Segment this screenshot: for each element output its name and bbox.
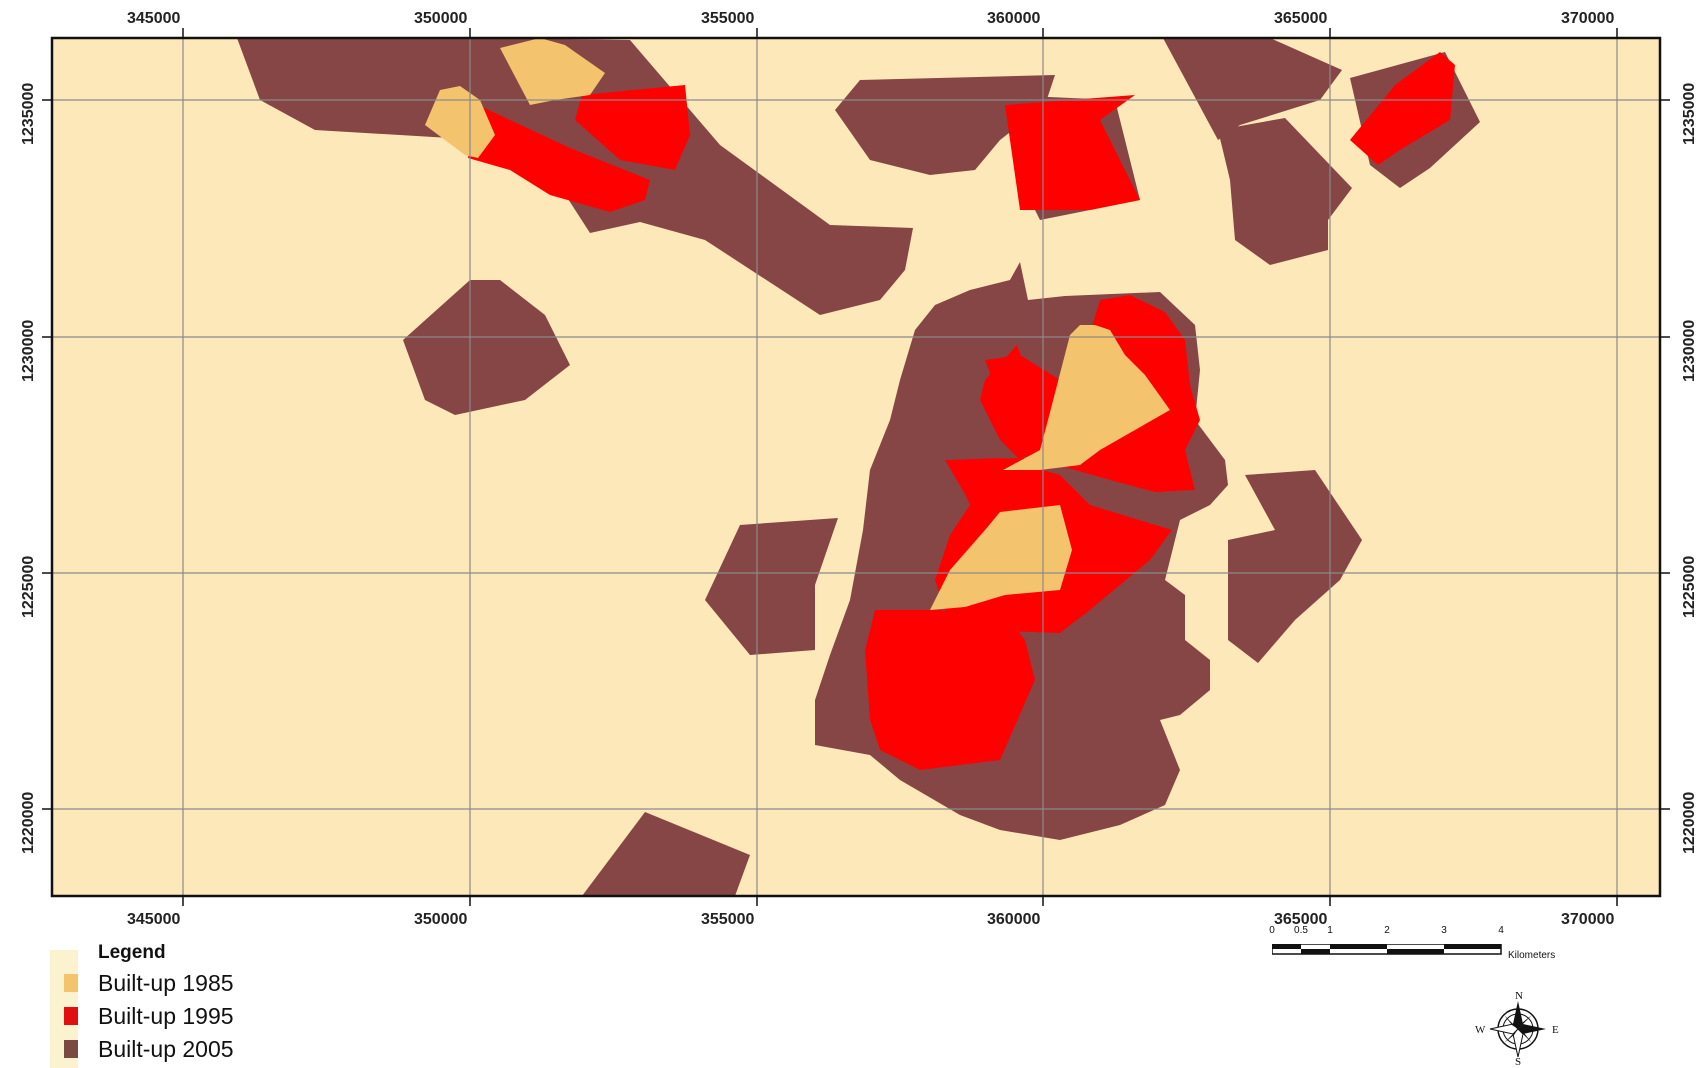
- scale-tick-label: 1: [1327, 925, 1333, 936]
- y-tick-label: 1225000: [20, 556, 37, 618]
- built-up-2005-polygon: [1163, 38, 1342, 140]
- south-label: S: [1515, 1056, 1521, 1065]
- built-up-1995-polygon: [865, 610, 1035, 770]
- built-up-1995-polygon: [468, 105, 650, 212]
- compass-rose-icon: N S E W: [1475, 990, 1559, 1065]
- built-up-1985-layer: [425, 38, 1170, 610]
- x-axis-labels-top: 345000 350000 355000 360000 365000 37000…: [127, 10, 1614, 27]
- scale-bar-graphic: [1272, 944, 1502, 955]
- x-tick-label: 345000: [127, 10, 180, 27]
- built-up-1985-polygon: [500, 38, 605, 105]
- built-up-1985-polygon: [1003, 325, 1170, 470]
- y-tick-label: 1235000: [20, 83, 37, 145]
- graticule: [52, 38, 1660, 896]
- y-axis-labels-right: 1235000 1230000 1225000 1220000: [1681, 83, 1698, 854]
- west-label: W: [1475, 1024, 1486, 1036]
- x-tick-label: 345000: [127, 911, 180, 928]
- east-label: E: [1552, 1024, 1559, 1036]
- y-tick-label: 1225000: [1681, 556, 1698, 618]
- legend-item-1985: Built-up 1985: [64, 969, 234, 997]
- legend: Legend Built-up 1985 Built-up 1995 Built…: [50, 936, 310, 1068]
- legend-swatch-1985: [64, 974, 78, 992]
- scale-tick-label: 4: [1498, 925, 1504, 936]
- x-tick-label: 355000: [701, 911, 754, 928]
- scale-tick-label: 0: [1269, 925, 1275, 936]
- x-tick-label: 360000: [987, 10, 1040, 27]
- north-label: N: [1515, 990, 1523, 1002]
- x-tick-label: 370000: [1561, 10, 1614, 27]
- x-tick-label: 365000: [1274, 911, 1327, 928]
- x-tick-label: 370000: [1561, 911, 1614, 928]
- x-tick-label: 350000: [414, 10, 467, 27]
- built-up-1995-polygon: [1005, 95, 1140, 210]
- legend-label: Built-up 2005: [98, 1035, 234, 1062]
- built-up-1995-polygon: [945, 458, 1050, 520]
- built-up-2005-polygon: [582, 812, 750, 896]
- y-tick-label: 1220000: [20, 792, 37, 854]
- built-up-2005-polygon: [705, 518, 838, 655]
- x-tick-label: 365000: [1274, 10, 1327, 27]
- frame-ticks: [42, 28, 1670, 906]
- legend-item-1995: Built-up 1995: [64, 1002, 234, 1030]
- y-tick-label: 1230000: [20, 320, 37, 382]
- y-tick-label: 1230000: [1681, 320, 1698, 382]
- scale-tick-label: 2: [1384, 925, 1390, 936]
- scale-tick-label: 3: [1441, 925, 1447, 936]
- legend-swatch-2005: [64, 1040, 78, 1058]
- legend-item-2005: Built-up 2005: [64, 1035, 234, 1063]
- x-tick-label: 355000: [701, 10, 754, 27]
- built-up-2005-polygon: [1228, 470, 1362, 663]
- built-up-2005-polygon: [403, 280, 570, 415]
- built-up-1995-polygon: [980, 345, 1040, 460]
- built-up-2005-polygon: [1218, 118, 1352, 265]
- x-axis-labels-bottom: 345000 350000 355000 360000 365000 37000…: [127, 911, 1614, 928]
- scale-unit-label: Kilometers: [1508, 950, 1556, 961]
- y-tick-label: 1235000: [1681, 83, 1698, 145]
- legend-label: Built-up 1995: [98, 1002, 234, 1029]
- map-frame: [50, 36, 1662, 898]
- scale-tick-label: 0.5: [1294, 925, 1308, 936]
- built-up-1985-polygon: [930, 505, 1072, 610]
- y-tick-label: 1220000: [1681, 792, 1698, 854]
- x-tick-label: 360000: [987, 911, 1040, 928]
- x-tick-label: 350000: [414, 911, 467, 928]
- built-up-1995-polygon: [1350, 52, 1455, 165]
- built-up-1995-polygon: [575, 85, 690, 170]
- legend-label: Built-up 1985: [98, 969, 234, 996]
- scale-bar: 0 0.5 1 2 3 4 Kilometers: [1268, 925, 1598, 975]
- built-up-1985-polygon: [425, 86, 495, 158]
- legend-title: Legend: [98, 942, 166, 963]
- y-axis-labels-left: 1235000 1230000 1225000 1220000: [20, 83, 37, 854]
- legend-swatch-1995: [64, 1007, 78, 1025]
